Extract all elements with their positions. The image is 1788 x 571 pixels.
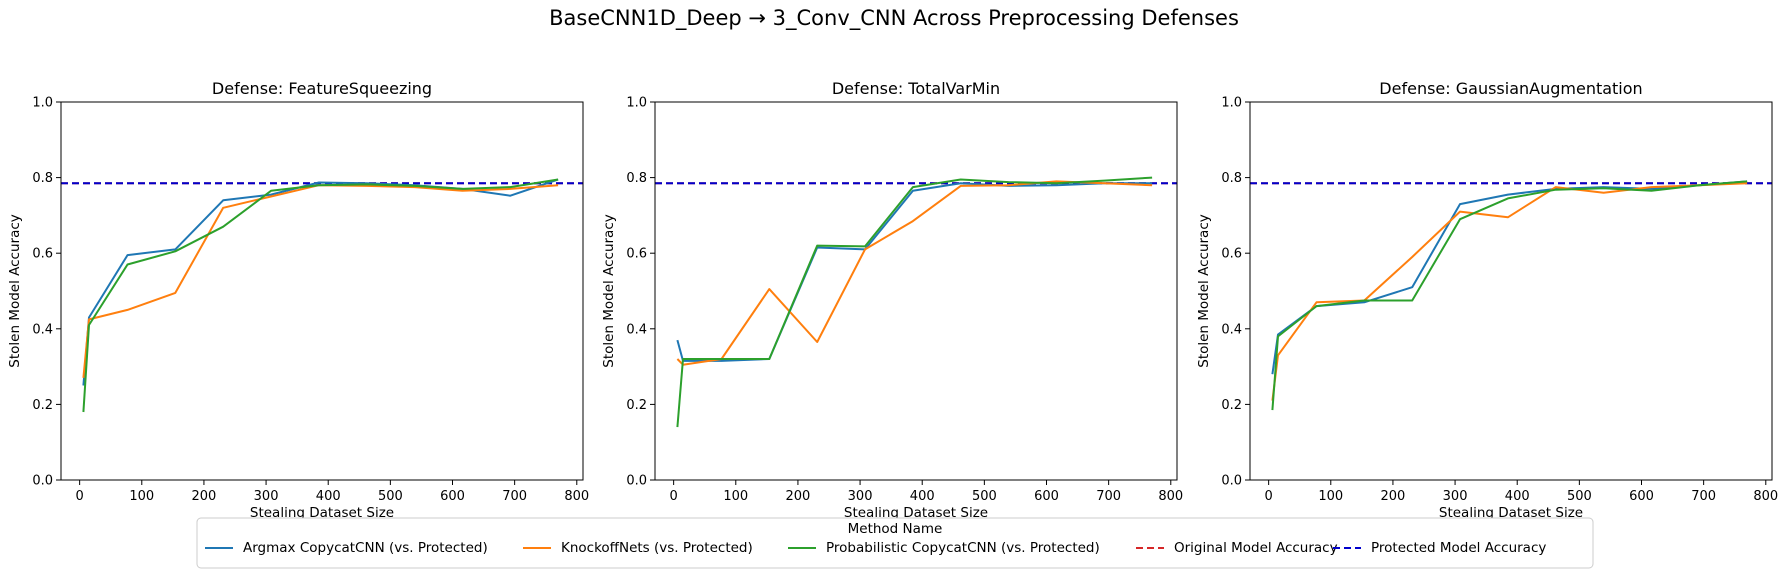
y-tick-label: 1.0 xyxy=(626,96,647,111)
y-axis-label: Stolen Model Accuracy xyxy=(601,214,617,367)
x-tick-label: 600 xyxy=(1629,489,1654,504)
x-tick-label: 600 xyxy=(440,489,465,504)
legend-label: Protected Model Accuracy xyxy=(1371,540,1546,556)
legend-entries: Argmax CopycatCNN (vs. Protected) Knockof… xyxy=(205,540,1546,556)
y-axis-label: Stolen Model Accuracy xyxy=(1196,214,1212,367)
x-tick-label: 300 xyxy=(1443,489,1468,504)
y-tick-label: 0.0 xyxy=(1221,474,1242,489)
x-tick-label: 600 xyxy=(1034,489,1059,504)
y-tick-label: 0.4 xyxy=(32,322,53,337)
x-tick-label: 800 xyxy=(1753,489,1778,504)
x-tick-label: 700 xyxy=(1691,489,1716,504)
legend-label: Argmax CopycatCNN (vs. Protected) xyxy=(243,540,488,556)
x-tick-label: 100 xyxy=(723,489,748,504)
series-line-probabilistic-copycatcnn-vs-protected xyxy=(1271,180,1748,411)
x-tick-label: 300 xyxy=(254,489,279,504)
y-tick-label: 0.2 xyxy=(626,398,647,413)
y-tick-label: 0.8 xyxy=(626,171,647,186)
x-tick-label: 200 xyxy=(1381,489,1406,504)
series-line-probabilistic-copycatcnn-vs-protected xyxy=(82,178,559,413)
series-line-argmax-copycatcnn-vs-protected xyxy=(82,178,559,386)
x-tick-label: 500 xyxy=(1567,489,1592,504)
legend-label: Original Model Accuracy xyxy=(1174,540,1338,556)
y-tick-label: 0.6 xyxy=(1221,247,1242,262)
y-tick-label: 0.8 xyxy=(32,171,53,186)
x-tick-label: 100 xyxy=(129,489,154,504)
x-tick-label: 100 xyxy=(1318,489,1343,504)
legend-entry-probabilistic-copycatcnn-vs-protected: Probabilistic CopycatCNN (vs. Protected) xyxy=(788,540,1100,556)
y-tick-label: 0.4 xyxy=(626,322,647,337)
series-line-probabilistic-copycatcnn-vs-protected xyxy=(676,176,1153,428)
x-tick-label: 400 xyxy=(1505,489,1530,504)
series-line-knockoffnets-vs-protected xyxy=(1271,182,1748,401)
subplot-title: Defense: GaussianAugmentation xyxy=(1379,79,1642,98)
subplot-title: Defense: FeatureSqueezing xyxy=(212,79,432,98)
subplot-totalvarmin: Defense: TotalVarMin 0.0 0.2 0.4 0.6 0.8 1.0 0 1… xyxy=(601,79,1183,521)
series-line-knockoffnets-vs-protected xyxy=(676,180,1153,366)
x-tick-label: 800 xyxy=(564,489,589,504)
x-tick-label: 0 xyxy=(670,489,678,504)
y-tick-label: 0.6 xyxy=(32,247,53,262)
x-tick-label: 0 xyxy=(1265,489,1273,504)
subplot-gaussianaugmentation: Defense: GaussianAugmentation 0.0 0.2 0.4 0.… xyxy=(1196,79,1778,521)
legend-entry-argmax-copycatcnn-vs-protected: Argmax CopycatCNN (vs. Protected) xyxy=(205,540,488,556)
x-tick-label: 200 xyxy=(192,489,217,504)
y-tick-label: 0.2 xyxy=(32,398,53,413)
figure-suptitle: BaseCNN1D_Deep → 3_Conv_CNN Across Prepr… xyxy=(549,6,1239,31)
x-tick-label: 200 xyxy=(786,489,811,504)
y-tick-label: 0.0 xyxy=(32,474,53,489)
y-tick-label: 1.0 xyxy=(1221,96,1242,111)
legend-entry-protected-model-accuracy: Protected Model Accuracy xyxy=(1333,540,1546,556)
legend-entry-original-model-accuracy: Original Model Accuracy xyxy=(1136,540,1338,556)
x-tick-label: 700 xyxy=(502,489,527,504)
legend-title: Method Name xyxy=(848,521,943,537)
x-tick-label: 500 xyxy=(972,489,997,504)
y-tick-label: 1.0 xyxy=(32,96,53,111)
subplot-title: Defense: TotalVarMin xyxy=(832,79,1000,98)
legend-entry-knockoffnets-vs-protected: KnockoffNets (vs. Protected) xyxy=(523,540,753,556)
series-line-argmax-copycatcnn-vs-protected xyxy=(1271,180,1748,375)
x-tick-label: 300 xyxy=(848,489,873,504)
axes-frame xyxy=(1249,101,1773,481)
x-axis-label: Stealing Dataset Size xyxy=(844,505,988,521)
y-tick-label: 0.8 xyxy=(1221,171,1242,186)
y-tick-label: 0.4 xyxy=(1221,322,1242,337)
y-tick-label: 0.2 xyxy=(1221,398,1242,413)
axes-frame xyxy=(654,101,1178,481)
x-tick-label: 800 xyxy=(1158,489,1183,504)
legend: Method Name Argmax CopycatCNN (vs. Prote… xyxy=(196,517,1594,569)
subplot-featuresqueezing: Defense: FeatureSqueezing 0.0 0.2 0.4 0.6 0.8… xyxy=(7,79,589,521)
legend-label: KnockoffNets (vs. Protected) xyxy=(561,540,753,556)
legend-frame xyxy=(196,517,1594,569)
x-tick-label: 0 xyxy=(76,489,84,504)
x-tick-label: 400 xyxy=(910,489,935,504)
y-tick-label: 0.0 xyxy=(626,474,647,489)
x-axis-label: Stealing Dataset Size xyxy=(1439,505,1583,521)
axes-frame xyxy=(60,101,584,481)
x-tick-label: 400 xyxy=(316,489,341,504)
series-line-knockoffnets-vs-protected xyxy=(82,184,559,378)
x-axis-label: Stealing Dataset Size xyxy=(250,505,394,521)
series-line-argmax-copycatcnn-vs-protected xyxy=(676,182,1153,362)
legend-label: Probabilistic CopycatCNN (vs. Protected) xyxy=(826,540,1100,556)
x-tick-label: 700 xyxy=(1096,489,1121,504)
y-axis-label: Stolen Model Accuracy xyxy=(7,214,23,367)
x-tick-label: 500 xyxy=(378,489,403,504)
y-tick-label: 0.6 xyxy=(626,247,647,262)
